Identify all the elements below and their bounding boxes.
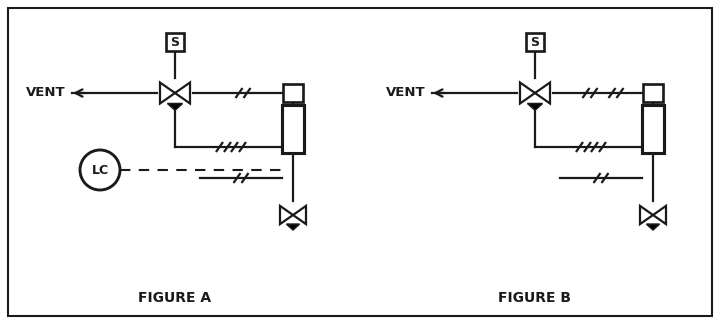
Bar [283, 84, 303, 102]
Bar [282, 105, 304, 153]
Polygon shape [535, 83, 550, 103]
Text: LC: LC [91, 164, 109, 177]
Text: FIGURE A: FIGURE A [138, 291, 212, 305]
Text: S: S [531, 36, 539, 49]
Polygon shape [160, 83, 175, 103]
Bar [526, 33, 544, 51]
Polygon shape [640, 206, 653, 224]
Polygon shape [280, 206, 293, 224]
Polygon shape [520, 83, 535, 103]
Text: FIGURE B: FIGURE B [498, 291, 572, 305]
Text: VENT: VENT [27, 87, 66, 99]
Bar [166, 33, 184, 51]
Polygon shape [528, 103, 542, 110]
Polygon shape [293, 206, 306, 224]
Text: VENT: VENT [387, 87, 426, 99]
Circle shape [80, 150, 120, 190]
Bar [643, 84, 663, 102]
Bar [642, 105, 664, 153]
Polygon shape [287, 224, 300, 230]
Polygon shape [647, 224, 660, 230]
Polygon shape [175, 83, 190, 103]
Polygon shape [653, 206, 666, 224]
Text: S: S [171, 36, 179, 49]
Polygon shape [168, 103, 182, 110]
